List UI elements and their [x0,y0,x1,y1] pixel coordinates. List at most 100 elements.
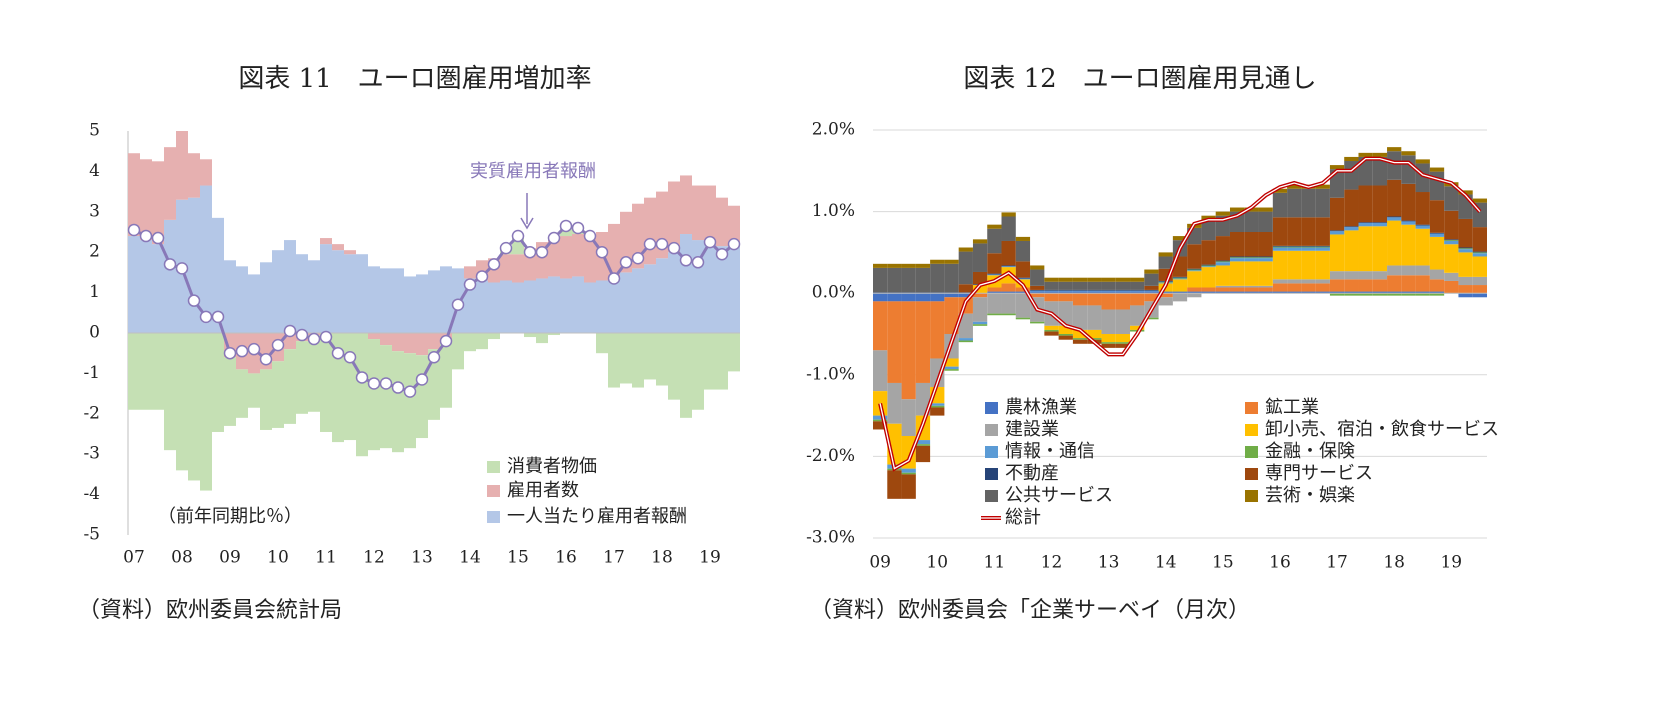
bar-segment [1287,245,1302,247]
bar-segment [887,293,902,302]
bar-segment [164,333,176,451]
bar-segment [1001,293,1016,314]
y-tick-label: 1 [89,282,100,302]
bar-segment [152,161,164,245]
bar-segment [716,333,728,390]
bar-segment [668,333,680,400]
bar-segment [958,284,973,293]
bar-segment [1329,293,1345,296]
y-tick-label: 3 [89,201,100,221]
bar-segment [1387,291,1402,294]
bar-segment [428,270,440,333]
bar-segment [1072,329,1088,339]
bar-segment [1244,232,1259,257]
bar-segment [1201,215,1216,220]
bar-segment [1287,188,1302,218]
legend-swatch [487,461,500,473]
y-tick-label: -3 [83,444,100,464]
bar-segment [1401,151,1416,156]
bar-segment [1415,192,1430,225]
bar-segment [1387,275,1402,292]
bar-segment [512,254,524,283]
bar-segment [944,293,959,298]
bar-segment [692,333,704,410]
bar-segment [704,244,716,333]
bar-segment [1187,291,1202,294]
bar-segment [620,333,632,384]
bar-segment [140,159,152,241]
bar-segment [1272,283,1288,292]
y-tick-label: 2 [89,242,100,262]
legend-label: 消費者物価 [507,456,597,477]
bar-segment [1358,279,1373,292]
bar-segment [1472,252,1487,254]
bar-segment [1272,250,1288,280]
bar-segment [524,333,536,338]
line-series-core [879,157,1481,470]
x-tick-label: 10 [267,548,289,568]
bar-segment [284,240,296,333]
bar-segment [164,219,176,333]
legend-label: 雇用者数 [507,480,579,501]
bar-segment [1244,211,1259,232]
bar-segment [1358,293,1373,296]
bar-segment [1015,278,1031,280]
bar-segment [873,415,888,420]
bar-segment [1058,281,1073,290]
bar-segment [284,349,296,424]
bar-segment [1087,293,1102,306]
legend-label: 建設業 [1005,419,1059,440]
bar-segment [1244,256,1259,258]
bar-segment [368,333,380,340]
bar-segment [1329,165,1345,170]
line-marker [283,324,297,338]
line-marker [163,258,177,271]
line-marker [499,241,513,255]
bar-segment [944,358,959,367]
bar-segment [1258,256,1273,258]
bar-segment [296,254,308,333]
bar-segment [296,341,308,414]
bar-segment [1229,291,1245,294]
bar-segment [1144,269,1159,274]
bar-segment [512,282,524,333]
bar-segment [1101,291,1116,294]
bar-segment [1101,277,1116,282]
y-tick-label: -4 [83,484,100,504]
bar-segment [1358,152,1373,157]
bar-segment [380,268,392,333]
bar-segment [1158,291,1173,294]
legend-label: 専門サービス [1265,463,1373,484]
bar-segment [1001,291,1016,294]
line-marker [715,247,729,261]
bar-segment [987,274,1002,276]
legend-label: 芸術・娯楽 [1265,485,1355,506]
bar-segment [1444,240,1459,241]
bar-segment [1087,305,1102,330]
bar-segment [656,333,668,386]
bar-segment [1429,291,1445,294]
bar-segment [1472,227,1487,252]
bar-segment [1115,289,1131,291]
bar-segment [548,333,560,336]
bar-segment [1130,277,1145,282]
bar-segment [1344,230,1359,272]
bar-segment [930,403,945,406]
bar-segment [887,301,902,383]
line-marker [223,346,237,360]
bar-segment [320,238,332,245]
line-marker [571,221,585,235]
bar-segment [958,247,973,252]
bar-segment [1272,245,1288,247]
line-marker [559,219,573,233]
bar-segment [1172,278,1188,280]
bar-segment [548,276,560,333]
bar-segment [1415,159,1430,164]
bar-segment [356,333,368,457]
bar-segment [1387,179,1402,217]
bar-segment [476,280,488,333]
line-marker [199,310,213,324]
bar-segment [1301,291,1316,294]
bar-segment [1387,293,1402,296]
bar-segment [1244,261,1259,286]
